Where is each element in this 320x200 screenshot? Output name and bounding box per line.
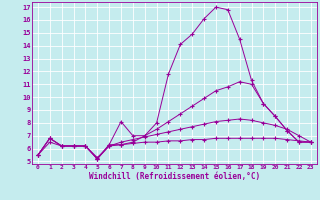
X-axis label: Windchill (Refroidissement éolien,°C): Windchill (Refroidissement éolien,°C) [89, 172, 260, 181]
